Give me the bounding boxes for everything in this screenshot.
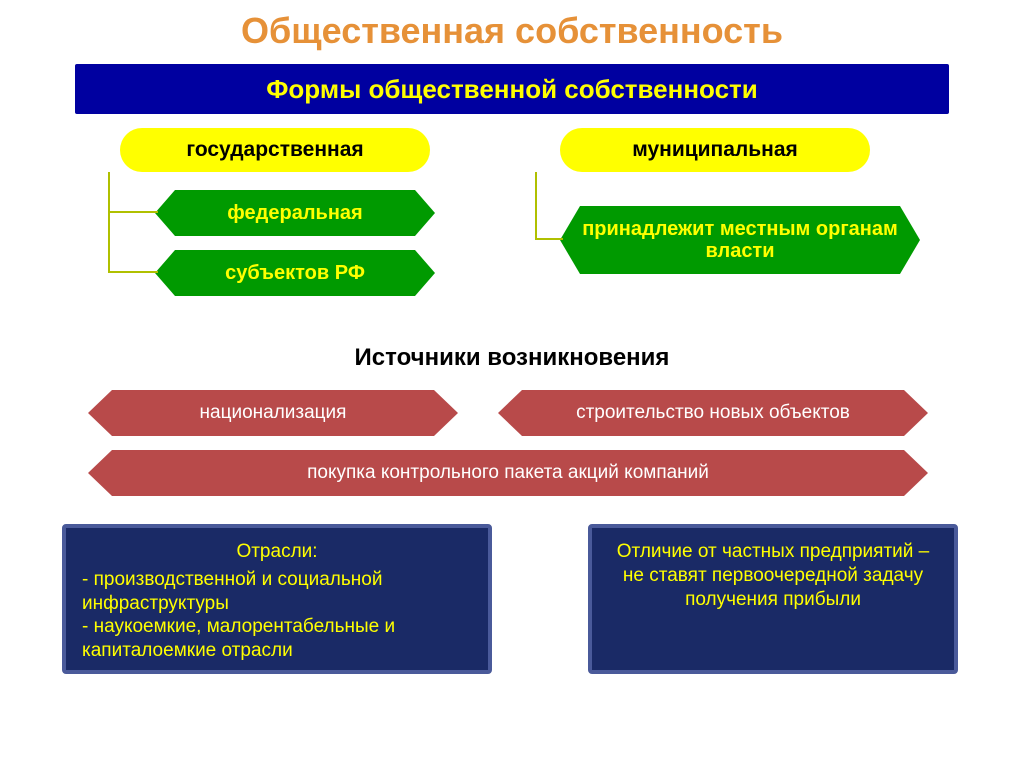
info-box-left-heading: Отрасли: [82, 540, 472, 564]
bottom-row: Отрасли: - производственной и социальной… [0, 524, 1024, 694]
info-box-left-line2: - наукоемкие, малорентабельные и капитал… [82, 616, 395, 661]
octagon-left-1: федеральная [155, 190, 435, 236]
tree-container: государственная муниципальная федеральна… [0, 128, 1024, 318]
arrow-full-label: покупка контрольного пакета акций компан… [307, 462, 709, 484]
arrow-row-1: национализация строительство новых объек… [0, 390, 1024, 436]
info-box-right-text: Отличие от частных предприятий – не став… [617, 541, 929, 610]
octagon-left-1-label: федеральная [227, 202, 362, 224]
arrow-2-label: строительство новых объектов [576, 402, 850, 424]
pill-left-label: государственная [186, 138, 363, 162]
pill-right-label: муниципальная [632, 138, 798, 162]
connector-l1 [108, 172, 158, 213]
octagon-right-1: принадлежит местным органам власти [560, 206, 920, 274]
arrow-1: национализация [88, 390, 458, 436]
info-box-right: Отличие от частных предприятий – не став… [588, 524, 958, 674]
sources-title: Источники возникновения [0, 344, 1024, 372]
arrow-full: покупка контрольного пакета акций компан… [88, 450, 928, 496]
main-title: Общественная собственность [0, 10, 1024, 52]
octagon-right-1-label: принадлежит местным органам власти [560, 218, 920, 262]
pill-left: государственная [120, 128, 430, 172]
arrow-1-label: национализация [200, 402, 347, 424]
octagon-left-2: субъектов РФ [155, 250, 435, 296]
subtitle-bar: Формы общественной собственности [75, 64, 949, 114]
pill-right: муниципальная [560, 128, 870, 172]
connector-r1 [535, 172, 563, 240]
subtitle-text: Формы общественной собственности [266, 74, 758, 105]
info-box-left: Отрасли: - производственной и социальной… [62, 524, 492, 674]
info-box-left-line1: - производственной и социальной инфрастр… [82, 569, 382, 614]
arrow-2: строительство новых объектов [498, 390, 928, 436]
octagon-left-2-label: субъектов РФ [225, 262, 365, 284]
arrow-row-2: покупка контрольного пакета акций компан… [0, 450, 1024, 496]
connector-l2 [108, 213, 158, 273]
